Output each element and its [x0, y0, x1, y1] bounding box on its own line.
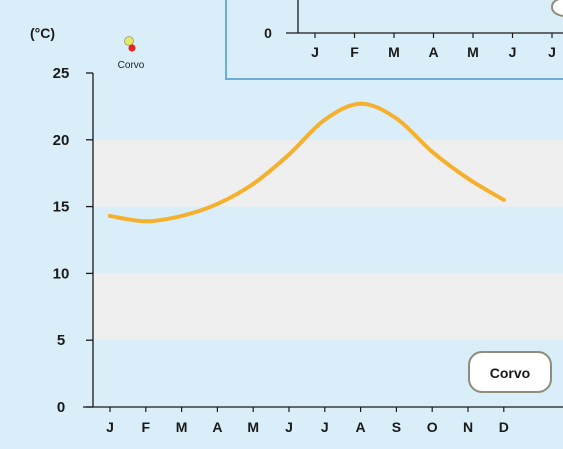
x-tick-label: S [392, 419, 401, 435]
legend-marker-dot [128, 44, 136, 52]
x-tick-label: A [356, 419, 366, 435]
inset-x-tick-label: J [548, 44, 556, 60]
y-tick-label: 20 [53, 132, 70, 149]
data-point [215, 201, 220, 206]
inset-x-tick-label: J [509, 44, 517, 60]
x-tick-label: J [285, 419, 293, 435]
series-points [108, 101, 506, 224]
x-tick-label: M [247, 419, 259, 435]
inset-chart: 0 J F M A M J J [225, 0, 563, 80]
inset-badge-edge [550, 0, 563, 17]
legend-label: Corvo [118, 60, 145, 71]
grid-bands [93, 139, 563, 341]
station-badge-box [468, 351, 552, 393]
station-badge-label: Corvo [490, 365, 530, 381]
y-tick-label: 5 [57, 332, 65, 349]
data-point [322, 117, 327, 122]
y-tick-label: 15 [53, 199, 70, 216]
x-tick-label: F [142, 419, 151, 435]
y-axis-ticks: 0 5 10 15 20 25 [53, 65, 93, 416]
inset-y-tick-label: 0 [264, 25, 272, 41]
legend: Corvo [118, 36, 145, 71]
x-tick-label: J [321, 419, 329, 435]
y-tick-label: 10 [53, 265, 70, 282]
series-line-corvo [108, 101, 506, 224]
y-axis-label: (°C) [30, 25, 55, 41]
inset-x-tick-label: M [388, 44, 400, 60]
x-tick-label: A [212, 419, 222, 435]
inset-chart-frame [225, 0, 563, 80]
data-point [287, 152, 291, 157]
inset-x-tick-label: A [428, 44, 438, 60]
data-point [143, 219, 148, 224]
station-badge: Corvo [468, 351, 552, 393]
y-tick-label: 0 [57, 399, 65, 416]
x-tick-label: O [427, 419, 438, 435]
data-point [108, 213, 112, 218]
data-point [466, 176, 470, 181]
y-tick-label: 25 [53, 65, 70, 82]
grid-band [93, 139, 563, 207]
data-point [358, 101, 363, 106]
data-point [501, 197, 506, 202]
inset-x-tick-label: J [311, 44, 319, 60]
x-tick-label: D [499, 419, 509, 435]
x-tick-label: N [463, 419, 473, 435]
grid-band [93, 273, 563, 341]
inset-x-tick-label: F [350, 44, 359, 60]
x-tick-label: J [106, 419, 114, 435]
data-point [251, 181, 256, 186]
x-tick-label: M [176, 419, 188, 435]
legend-marker-halo [124, 36, 134, 46]
inset-x-tick-label: M [467, 44, 479, 60]
data-point [430, 149, 435, 154]
data-point [179, 213, 184, 218]
data-point [394, 116, 399, 121]
